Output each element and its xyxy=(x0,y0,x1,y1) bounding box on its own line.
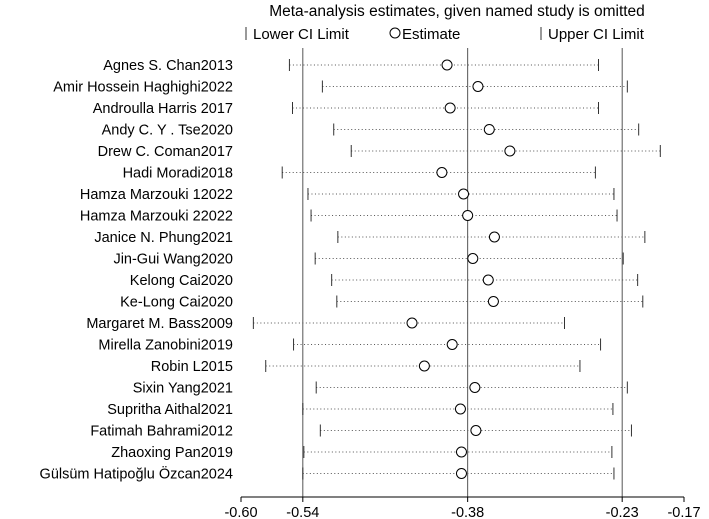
estimate-point xyxy=(482,274,494,286)
study-label: Hamza Marzouki 12022 xyxy=(80,187,233,203)
x-tick-label: -0.23 xyxy=(606,505,639,519)
study-label: Sixin Yang2021 xyxy=(133,381,233,397)
study-row: Robin L2015 xyxy=(151,359,581,375)
study-row: Margaret M. Bass2009 xyxy=(86,316,565,332)
study-row: Amir Hossein Haghighi2022 xyxy=(53,80,628,96)
study-row: Zhaoxing Pan2019 xyxy=(111,445,613,461)
study-label: Supritha Aithal2021 xyxy=(107,402,233,418)
study-label: Mirella Zanobini2019 xyxy=(98,338,233,354)
study-row: Andy C. Y . Tse2020 xyxy=(102,123,640,139)
estimate-point xyxy=(418,360,430,372)
study-row: Supritha Aithal2021 xyxy=(107,402,614,418)
study-label: Margaret M. Bass2009 xyxy=(86,316,233,332)
study-label: Hadi Moradi2018 xyxy=(123,166,233,182)
legend: Lower CI Limit Estimate Upper CI Limit xyxy=(245,26,645,43)
legend-estimate-marker xyxy=(389,27,401,39)
estimate-point xyxy=(436,167,448,178)
x-tick-label: -0.60 xyxy=(224,505,257,519)
estimate-point xyxy=(458,188,470,200)
study-row: Agnes S. Chan2013 xyxy=(103,58,599,74)
estimate-point xyxy=(455,446,467,458)
study-row: Janice N. Phung2021 xyxy=(94,230,646,246)
chart-title: Meta-analysis estimates, given named stu… xyxy=(269,3,645,20)
x-tick-label: -0.17 xyxy=(667,505,700,519)
estimate-point xyxy=(488,231,500,243)
estimate-point xyxy=(504,145,516,157)
study-row: Hadi Moradi2018 xyxy=(123,166,596,182)
study-row: Gülsüm Hatipoğlu Özcan2024 xyxy=(40,465,615,483)
study-row: Kelong Cai2020 xyxy=(130,273,639,289)
estimate-point xyxy=(406,317,418,329)
study-row: Androulla Harris 2017 xyxy=(93,101,599,117)
study-label: Amir Hossein Haghighi2022 xyxy=(53,80,233,96)
x-axis: -0.60 -0.54 -0.38 -0.23 -0.17 xyxy=(224,496,701,519)
study-label: Agnes S. Chan2013 xyxy=(103,58,233,74)
study-label: Fatimah Bahrami2012 xyxy=(90,424,233,440)
study-row: Mirella Zanobini2019 xyxy=(98,338,602,354)
estimate-point xyxy=(483,124,495,135)
estimate-point xyxy=(444,102,456,114)
estimate-point xyxy=(472,81,484,92)
study-label: Robin L2015 xyxy=(151,359,233,375)
estimate-point xyxy=(487,296,499,307)
x-tick-label: -0.54 xyxy=(286,505,319,519)
estimate-point xyxy=(446,339,458,350)
legend-estimate-label: Estimate xyxy=(402,26,460,43)
legend-lower-label: Lower CI Limit xyxy=(253,26,350,43)
study-label: Androulla Harris 2017 xyxy=(93,101,233,117)
study-label: Andy C. Y . Tse2020 xyxy=(102,123,233,139)
estimate-point xyxy=(455,468,467,479)
estimate-point xyxy=(462,210,474,221)
reference-lines xyxy=(302,48,623,497)
study-label: Hamza Marzouki 22022 xyxy=(80,209,233,225)
study-label: Zhaoxing Pan2019 xyxy=(111,445,233,461)
estimate-point xyxy=(470,425,482,436)
x-tick-label: -0.38 xyxy=(451,505,484,519)
estimate-point xyxy=(454,403,466,415)
estimate-point xyxy=(469,382,481,393)
study-row: Sixin Yang2021 xyxy=(133,381,628,397)
study-label: Jin-Gui Wang2020 xyxy=(113,252,233,268)
estimate-point xyxy=(467,253,479,264)
study-row: Fatimah Bahrami2012 xyxy=(90,424,632,440)
legend-upper-label: Upper CI Limit xyxy=(548,26,645,43)
study-label: Janice N. Phung2021 xyxy=(94,230,233,246)
study-row: Jin-Gui Wang2020 xyxy=(113,252,624,268)
study-row: Drew C. Coman2017 xyxy=(98,144,661,160)
study-label: Kelong Cai2020 xyxy=(130,273,233,289)
study-label: Ke-Long Cai2020 xyxy=(120,295,233,311)
estimate-point xyxy=(441,59,453,71)
study-row: Hamza Marzouki 12022 xyxy=(80,187,615,203)
study-rows: Agnes S. Chan2013 Amir Hossein Haghighi20… xyxy=(40,58,661,483)
study-label: Drew C. Coman2017 xyxy=(98,144,233,160)
study-row: Hamza Marzouki 22022 xyxy=(80,209,618,225)
study-label: Gülsüm Hatipoğlu Özcan2024 xyxy=(40,465,233,483)
study-row: Ke-Long Cai2020 xyxy=(120,295,644,311)
